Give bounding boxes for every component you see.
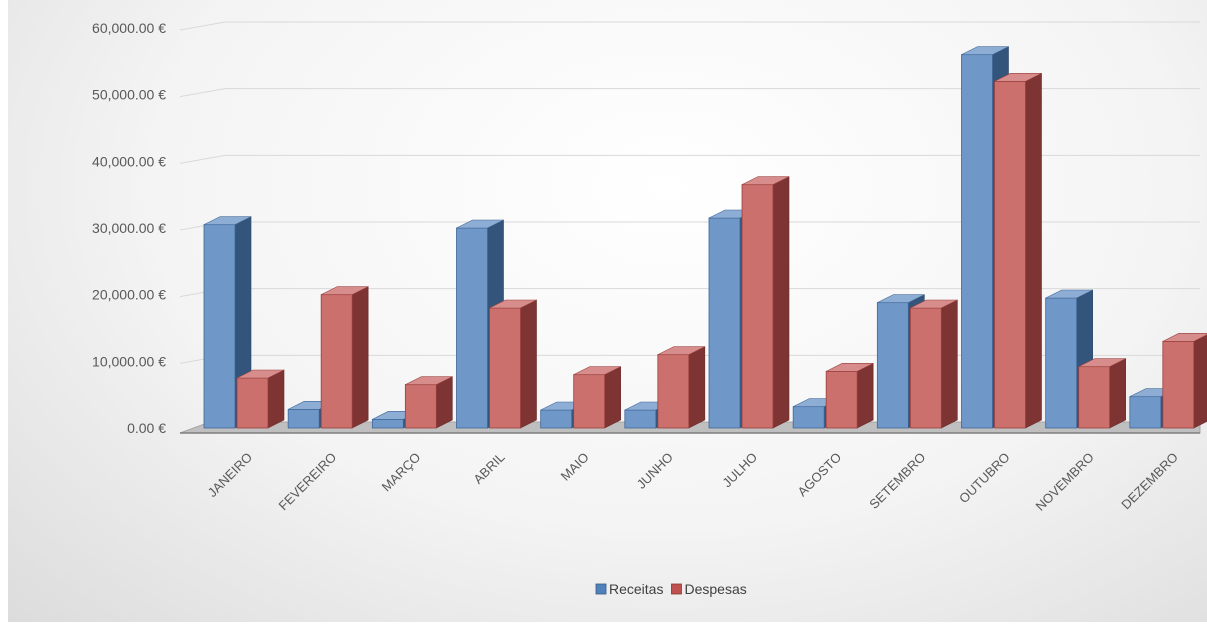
y-tick-label: 60,000.00 € [92,20,166,36]
bar-despesas-julho [741,176,790,429]
bar-despesas-maio [573,366,621,429]
bars-group [203,46,1207,429]
gridline [179,154,1200,164]
legend-label-receitas: Receitas [609,581,663,597]
bar-despesas-agosto [825,362,874,429]
x-tick-label: FEVEREIRO [276,450,340,514]
bar-despesas-setembro [909,299,958,429]
bar-despesas-janeiro [236,369,285,429]
legend: Receitas Despesas [595,581,747,597]
x-tick-label: AGOSTO [795,450,845,500]
y-tick-label: 10,000.00 € [92,353,166,369]
x-tick-label: OUTUBRO [956,450,1013,507]
bar-despesas-dezembro [1162,333,1207,429]
bar-despesas-fevereiro [320,286,369,429]
bar-despesas-junho [657,346,706,429]
x-tick-label: SETEMBRO [866,450,928,512]
x-tick-label: JANEIRO [205,450,255,500]
x-tick-label: DEZEMBRO [1118,450,1181,513]
gridline [179,88,1200,98]
x-tick-label: MAIO [558,450,592,484]
x-axis: JANEIRO FEVEREIRO MARÇO ABRIL MAIO JUNHO JULHO… [205,450,1181,514]
y-tick-label: 40,000.00 € [92,153,166,169]
gridline [179,21,1200,31]
y-tick-label: 0.00 € [127,420,166,436]
bar-despesas-outubro [994,72,1042,429]
y-tick-label: 20,000.00 € [92,287,166,303]
bar-despesas-novembro [1078,358,1126,429]
x-tick-label: NOVEMBRO [1033,450,1097,514]
legend-swatch-receitas [595,583,607,595]
x-tick-label: MARÇO [379,450,424,495]
x-tick-label: ABRIL [470,450,507,487]
x-tick-label: JULHO [719,450,760,491]
x-tick-label: JUNHO [634,450,676,492]
legend-swatch-despesas [671,583,682,595]
gridline [179,221,1200,231]
bar-despesas-abril [489,299,537,429]
bar-despesas-março [404,376,453,429]
legend-label-despesas: Despesas [684,581,746,597]
y-axis: 0.00 € 10,000.00 € 20,000.00 € 30,000.00 € 4… [92,20,166,436]
y-tick-label: 50,000.00 € [92,87,166,103]
y-tick-label: 30,000.00 € [92,220,166,236]
